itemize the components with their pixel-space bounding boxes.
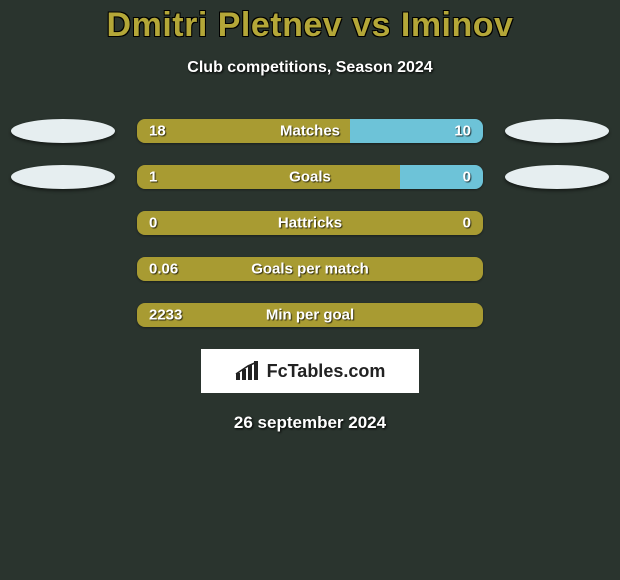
generation-date: 26 september 2024: [0, 413, 620, 433]
team-badge-left: [11, 257, 115, 281]
stat-label: Min per goal: [266, 307, 354, 324]
team-badge-left: [11, 165, 115, 189]
brand-badge[interactable]: FcTables.com: [201, 349, 419, 393]
team-badge-left: [11, 211, 115, 235]
stat-bar: Hattricks 0 0: [137, 211, 483, 235]
stat-label: Hattricks: [278, 215, 342, 232]
team-badge-right: [505, 119, 609, 143]
stat-value-right: 10: [454, 123, 471, 140]
stat-value-left: 0: [149, 215, 157, 232]
stat-bar: Min per goal 2233: [137, 303, 483, 327]
brand-chart-icon: [235, 361, 261, 381]
team-badge-left: [11, 119, 115, 143]
page-title: Dmitri Pletnev vs Iminov: [0, 6, 620, 45]
stat-label: Matches: [280, 123, 340, 140]
stat-value-left: 0.06: [149, 261, 178, 278]
brand-label: FcTables.com: [267, 361, 386, 382]
team-badge-right: [505, 165, 609, 189]
team-badge-left: [11, 303, 115, 327]
stat-value-left: 2233: [149, 307, 182, 324]
stat-value-left: 1: [149, 169, 157, 186]
comparison-card: Dmitri Pletnev vs Iminov Club competitio…: [0, 0, 620, 433]
stat-value-right: 0: [463, 169, 471, 186]
stat-bar: Matches 18 10: [137, 119, 483, 143]
stat-row: Goals 1 0: [0, 165, 620, 189]
team-badge-right: [505, 211, 609, 235]
stat-row: Hattricks 0 0: [0, 211, 620, 235]
subtitle: Club competitions, Season 2024: [0, 59, 620, 77]
team-badge-right: [505, 257, 609, 281]
stat-label: Goals: [289, 169, 331, 186]
stats-rows: Matches1810Goals10Hattricks00Goals per m…: [0, 119, 620, 327]
stat-value-right: 0: [463, 215, 471, 232]
stat-row: Goals per match 0.06: [0, 257, 620, 281]
stat-bar: Goals 1 0: [137, 165, 483, 189]
team-badge-right: [505, 303, 609, 327]
stat-label: Goals per match: [251, 261, 369, 278]
stat-value-left: 18: [149, 123, 166, 140]
stat-row: Min per goal 2233: [0, 303, 620, 327]
stat-bar: Goals per match 0.06: [137, 257, 483, 281]
bar-segment-left: [137, 165, 400, 189]
stat-row: Matches 18 10: [0, 119, 620, 143]
